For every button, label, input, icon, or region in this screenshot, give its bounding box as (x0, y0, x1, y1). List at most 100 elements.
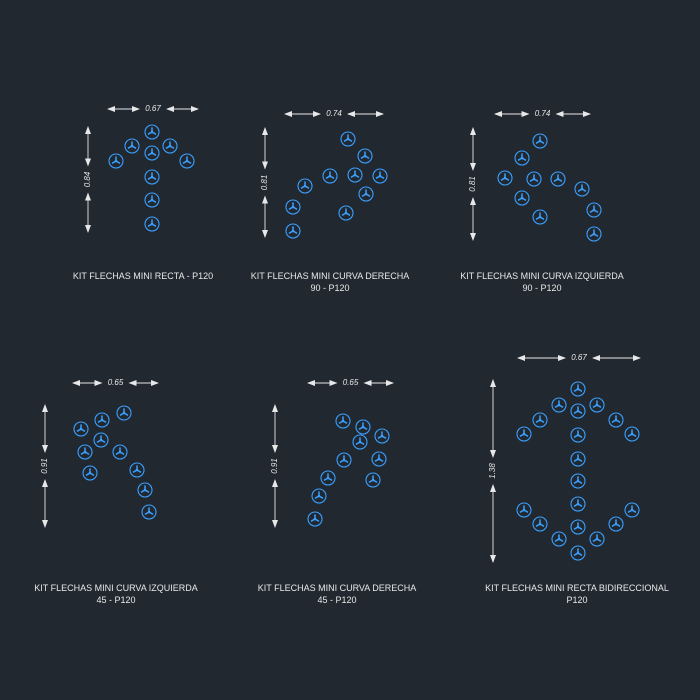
stud-marker-icon (322, 168, 338, 184)
height-dimension-text: 0.91 (40, 458, 49, 474)
stud-marker-icon (162, 138, 178, 154)
stud-marker-icon (137, 482, 153, 498)
stud-marker-icon (608, 412, 624, 428)
stud-marker-icon (347, 167, 363, 183)
stud-marker-icon (82, 465, 98, 481)
kit-label-line1: KIT FLECHAS MINI RECTA - P120 (72, 271, 214, 281)
stud-marker-icon (574, 181, 590, 197)
stud-marker-icon (144, 145, 160, 161)
stud-marker-icon (73, 421, 89, 437)
width-dimension-text: 0.67 (145, 104, 161, 113)
stud-marker-icon (570, 519, 586, 535)
kit-label-line2: P120 (566, 595, 588, 605)
stud-marker-icon (532, 412, 548, 428)
stud-marker-icon (144, 124, 160, 140)
stud-marker-icon (608, 516, 624, 532)
stud-marker-icon (624, 502, 640, 518)
stud-marker-icon (141, 504, 157, 520)
stud-marker-icon (570, 403, 586, 419)
width-dimension-text: 0.74 (535, 109, 551, 118)
stud-marker-icon (320, 470, 336, 486)
stud-marker-icon (586, 202, 602, 218)
stud-marker-icon (551, 397, 567, 413)
kit-label-line2: 45 - P120 (96, 595, 136, 605)
stud-marker-icon (297, 178, 313, 194)
kit-label-line1: KIT FLECHAS MINI CURVA IZQUIERDA (460, 271, 624, 281)
dimensions-curva-derecha-90: 0.74 0.81 (260, 109, 384, 238)
kit-label-line2: 90 - P120 (310, 283, 350, 293)
stud-marker-icon (365, 472, 381, 488)
width-dimension-text: 0.74 (326, 109, 342, 118)
stud-marker-icon (550, 171, 566, 187)
stud-marker-icon (372, 168, 388, 184)
stud-marker-icon (570, 451, 586, 467)
stud-marker-icon (144, 169, 160, 185)
stud-marker-icon (112, 444, 128, 460)
stud-marker-icon (624, 426, 640, 442)
stud-marker-icon (355, 419, 371, 435)
stud-marker-icon (514, 190, 530, 206)
width-dimension-text: 0.67 (571, 353, 587, 362)
stud-marker-icon (497, 170, 513, 186)
stud-marker-icon (338, 205, 354, 221)
dimensions-curva-derecha-45: 0.65 0.91 (270, 378, 394, 528)
stud-marker-icon (371, 451, 387, 467)
dimensions-layer: 0.67 0.84 0.74 0.81 0.74 0.81 0.65 0.91 0.65 0.91… (40, 104, 641, 563)
stud-marker-icon (589, 531, 605, 547)
height-dimension-text: 1.38 (488, 463, 497, 479)
kit-label-curva-izquierda-90: KIT FLECHAS MINI CURVA IZQUIERDA 90 - P1… (460, 270, 624, 294)
symbols-layer (73, 124, 640, 561)
width-dimension-text: 0.65 (343, 378, 359, 387)
kit-curva-izquierda-90 (497, 133, 602, 242)
stud-marker-icon (285, 223, 301, 239)
stud-marker-icon (532, 516, 548, 532)
stud-marker-icon (532, 133, 548, 149)
stud-marker-icon (570, 473, 586, 489)
stud-marker-icon (551, 531, 567, 547)
kit-label-curva-derecha-45: KIT FLECHAS MINI CURVA DERECHA 45 - P120 (258, 582, 417, 606)
kit-recta-bidireccional (516, 381, 640, 561)
kit-label-curva-izquierda-45: KIT FLECHAS MINI CURVA IZQUIERDA 45 - P1… (34, 582, 198, 606)
stud-marker-icon (285, 199, 301, 215)
kit-label-recta-bidireccional: KIT FLECHAS MINI RECTA BIDIRECCIONAL P12… (485, 582, 669, 606)
stud-marker-icon (516, 426, 532, 442)
kit-label-curva-derecha-90: KIT FLECHAS MINI CURVA DERECHA 90 - P120 (251, 270, 410, 294)
stud-marker-icon (144, 216, 160, 232)
dimensions-curva-izquierda-45: 0.65 0.91 (40, 378, 159, 528)
stud-marker-icon (570, 381, 586, 397)
kit-label-recta: KIT FLECHAS MINI RECTA - P120 (73, 270, 213, 282)
stud-marker-icon (336, 452, 352, 468)
stud-marker-icon (352, 434, 368, 450)
kit-label-line1: KIT FLECHAS MINI CURVA DERECHA (250, 271, 410, 281)
kit-recta (108, 124, 195, 232)
stud-marker-icon (116, 405, 132, 421)
stud-marker-icon (307, 511, 323, 527)
stud-marker-icon (311, 488, 327, 504)
stud-marker-icon (589, 397, 605, 413)
kit-curva-derecha-45 (307, 413, 390, 527)
stud-marker-icon (340, 131, 356, 147)
stud-marker-icon (144, 192, 160, 208)
stud-marker-icon (93, 432, 109, 448)
stud-marker-icon (570, 545, 586, 561)
dimensions-recta: 0.67 0.84 (83, 104, 199, 233)
kit-curva-izquierda-45 (73, 405, 157, 520)
stud-marker-icon (129, 462, 145, 478)
stud-marker-icon (532, 209, 548, 225)
stud-marker-icon (77, 444, 93, 460)
stud-marker-icon (570, 427, 586, 443)
kit-label-line1: KIT FLECHAS MINI RECTA BIDIRECCIONAL (485, 583, 669, 593)
kit-label-line1: KIT FLECHAS MINI CURVA DERECHA (257, 583, 417, 593)
height-dimension-text: 0.81 (260, 175, 269, 191)
dimensions-recta-bidireccional: 0.67 1.38 (488, 353, 641, 563)
stud-marker-icon (357, 148, 373, 164)
height-dimension-text: 0.84 (83, 171, 92, 187)
stud-marker-icon (335, 413, 351, 429)
kit-label-line1: KIT FLECHAS MINI CURVA IZQUIERDA (34, 583, 198, 593)
kit-curva-derecha-90 (285, 131, 388, 239)
dimensions-curva-izquierda-90: 0.74 0.81 (468, 109, 591, 241)
stud-marker-icon (124, 138, 140, 154)
width-dimension-text: 0.65 (108, 378, 124, 387)
stud-marker-icon (108, 153, 124, 169)
